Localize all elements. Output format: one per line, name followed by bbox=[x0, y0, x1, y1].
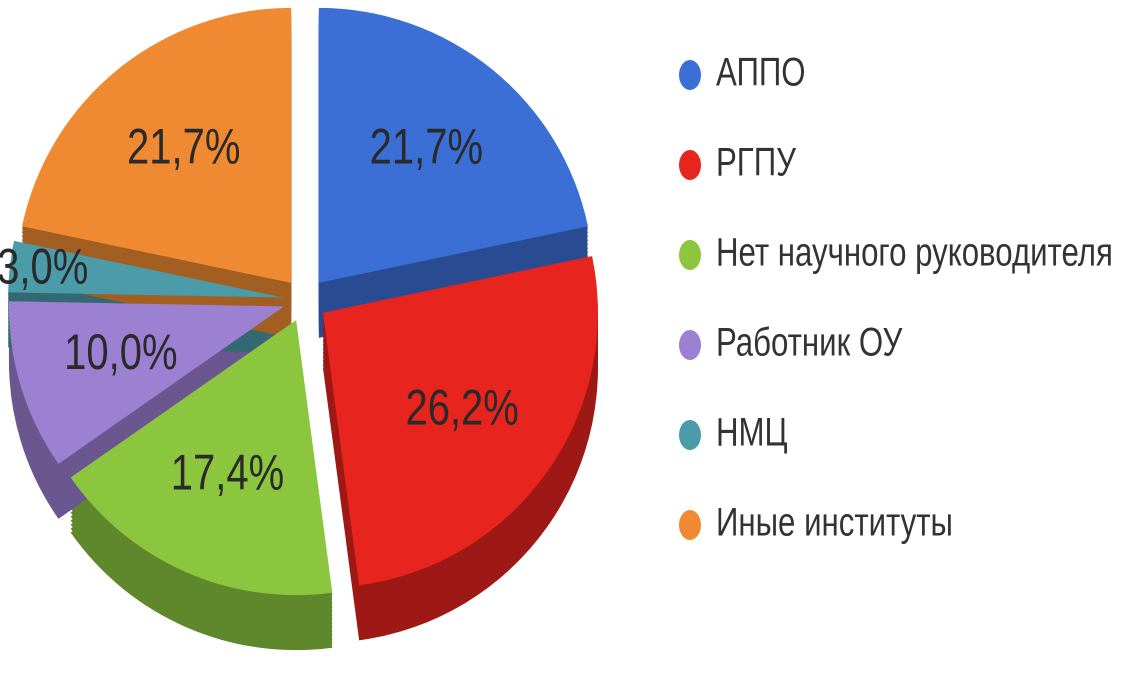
value-label: 21,7% bbox=[127, 118, 240, 174]
legend-label: РГПУ bbox=[716, 140, 796, 185]
slice bbox=[70, 320, 333, 596]
legend-swatch bbox=[679, 420, 701, 450]
value-label: 3,0% bbox=[0, 238, 88, 294]
slice bbox=[322, 256, 598, 586]
legend-swatch bbox=[679, 510, 701, 540]
slice bbox=[22, 7, 292, 283]
legend-label: Работник ОУ bbox=[716, 320, 902, 365]
legend-swatch bbox=[679, 60, 701, 90]
slice bbox=[318, 7, 588, 283]
legend-label: АППО bbox=[716, 50, 806, 95]
legend-label: Нет научного руководителя bbox=[716, 230, 1113, 275]
legend-swatch bbox=[679, 240, 701, 270]
legend-swatch bbox=[679, 150, 701, 180]
value-label: 26,2% bbox=[405, 379, 518, 435]
value-label: 17,4% bbox=[171, 444, 284, 500]
slice bbox=[8, 301, 284, 464]
legend-label: НМЦ bbox=[716, 410, 788, 455]
value-label: 21,7% bbox=[370, 118, 483, 174]
legend-swatch bbox=[679, 330, 701, 360]
legend-label: Иные институты bbox=[716, 500, 953, 545]
value-label: 10,0% bbox=[64, 324, 177, 380]
slice bbox=[8, 240, 284, 298]
